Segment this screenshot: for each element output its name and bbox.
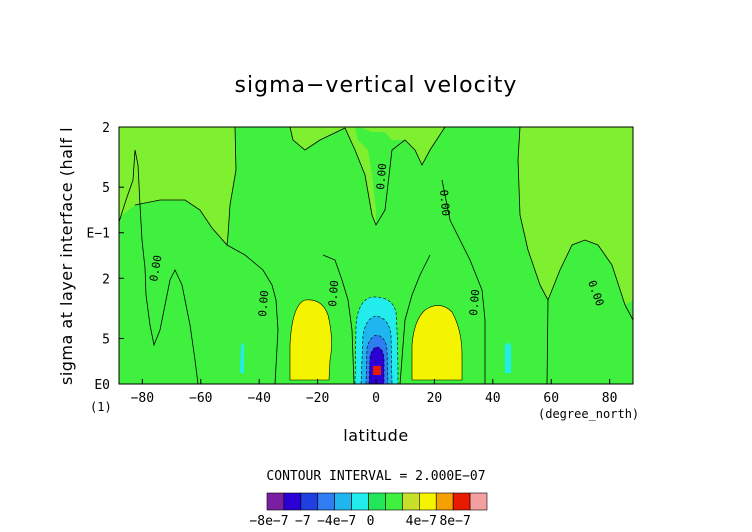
contour-label: 0.00 — [437, 189, 452, 217]
field-yellow-cell-north — [411, 305, 463, 381]
colorbar-swatch — [351, 492, 369, 511]
field-red-core — [373, 366, 381, 375]
colorbar-label: 4e−7 — [406, 514, 437, 529]
y-tick-label: E−1 — [87, 227, 110, 242]
colorbar-swatch — [402, 492, 420, 511]
x-unit-label: (degree_north) — [538, 407, 639, 421]
y-tick-label: 5 — [102, 332, 110, 347]
x-tick-label: −80 — [131, 391, 154, 406]
contour-label: 0.00 — [256, 290, 271, 318]
y-axis: E0 5 2 E−1 5 2 — [87, 121, 124, 393]
colorbar-swatch — [317, 492, 335, 511]
y-exponent-label: (1) — [90, 400, 112, 414]
y-axis-label: sigma at layer interface (half l — [57, 127, 76, 385]
field-cyan-patch-east — [505, 342, 511, 373]
colorbar-swatch — [419, 492, 437, 511]
colorbar-swatch — [283, 492, 302, 511]
colorbar-swatch — [368, 492, 386, 511]
x-tick-label: −20 — [306, 391, 329, 406]
y-tick-label: 5 — [102, 181, 110, 196]
colorbar-label: 8e−7 — [439, 514, 470, 529]
zero-contours — [118, 126, 634, 385]
colorbar-label: −7 — [295, 514, 311, 529]
y-tick-label: E0 — [94, 378, 110, 393]
x-tick-label: 0 — [372, 391, 380, 406]
contour-label: 0.00 — [326, 280, 341, 308]
field-yellow-cell-south — [289, 299, 332, 381]
colorbar-swatch — [469, 492, 488, 511]
colorbar-swatch — [385, 492, 403, 511]
chart-title: sigma−vertical velocity — [235, 73, 518, 98]
field-cyan-patch-west — [240, 343, 244, 373]
contour-interval-text: CONTOUR INTERVAL = 2.000E−07 — [266, 469, 485, 484]
colorbar — [266, 492, 488, 511]
y-tick-label: 2 — [102, 272, 110, 287]
colorbar-swatch — [266, 492, 285, 511]
contour-label: 0.00 — [374, 163, 389, 191]
x-axis: −80 −60 −40 −20 0 20 40 60 80 — [131, 379, 618, 406]
x-tick-label: 60 — [543, 391, 559, 406]
colorbar-swatch — [452, 492, 471, 511]
colorbar-swatch — [435, 492, 454, 511]
x-tick-label: 80 — [602, 391, 618, 406]
x-tick-label: −40 — [247, 391, 270, 406]
colorbar-label: −4e−7 — [317, 514, 356, 529]
field-lightgreen-region — [518, 127, 633, 305]
plot-area: 0.00 0.00 0.00 0.00 0.00 0.00 0.00 — [118, 126, 634, 385]
field-darkblue-region — [368, 346, 385, 385]
x-tick-label: 20 — [427, 391, 443, 406]
x-tick-label: 40 — [485, 391, 501, 406]
colorbar-labels: −8e−7 −7 −4e−7 0 4e−7 8e−7 — [249, 514, 470, 529]
y-tick-label: 2 — [102, 121, 110, 136]
field-lightgreen-region — [290, 127, 376, 225]
colorbar-swatch — [300, 492, 319, 511]
x-tick-label: −60 — [189, 391, 212, 406]
colorbar-label: 0 — [367, 514, 375, 529]
field-lightgreen-region — [119, 127, 236, 245]
contour-label: 0.00 — [147, 254, 164, 282]
x-axis-label: latitude — [343, 426, 408, 445]
field-lightgreen-region — [360, 127, 445, 165]
colorbar-label: −8e−7 — [249, 514, 288, 529]
contour-label: 0.00 — [467, 289, 482, 317]
colorbar-swatch — [334, 492, 352, 511]
